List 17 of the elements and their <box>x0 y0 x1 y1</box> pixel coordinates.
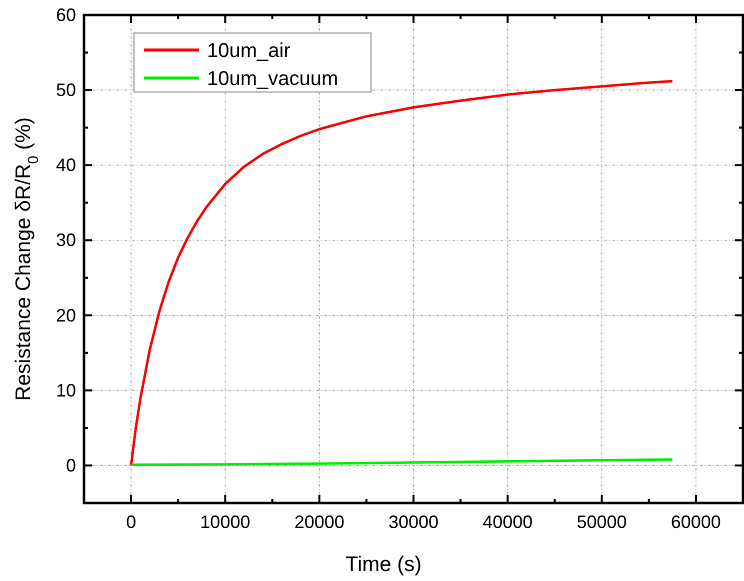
x-tick-label: 30000 <box>388 512 439 532</box>
y-tick-label: 20 <box>56 305 76 326</box>
y-tick-label: 40 <box>56 155 76 176</box>
legend-label: 10um_vacuum <box>207 68 338 90</box>
x-tick-label: 0 <box>126 512 136 532</box>
y-tick-label: 0 <box>66 455 76 476</box>
y-tick-label: 60 <box>56 5 76 25</box>
x-tick-label: 50000 <box>576 512 627 532</box>
y-tick-label: 50 <box>56 80 76 100</box>
y-tick-label: 10 <box>56 380 76 400</box>
x-axis-title: Time (s) <box>345 553 422 576</box>
legend-label: 10um_air <box>207 40 291 62</box>
x-tick-label: 40000 <box>482 512 533 532</box>
x-tick-label: 10000 <box>200 512 250 532</box>
y-tick-label: 30 <box>56 230 76 250</box>
x-tick-label: 60000 <box>670 512 721 532</box>
x-tick-label: 20000 <box>294 512 344 532</box>
